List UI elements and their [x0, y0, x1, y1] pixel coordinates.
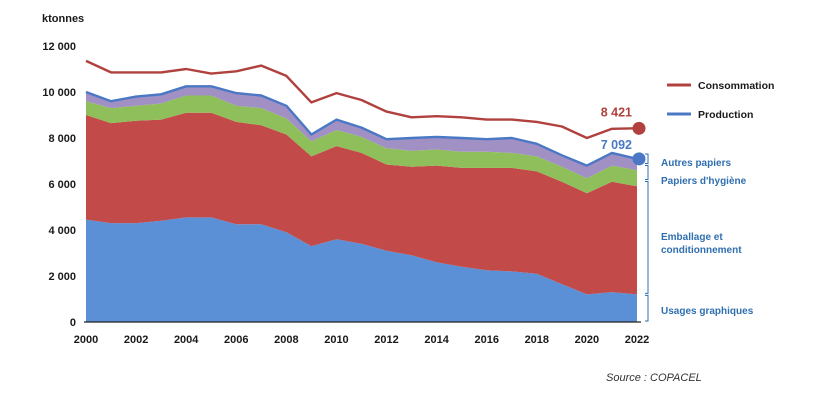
- band-bracket: [645, 153, 649, 164]
- x-tick-label: 2014: [424, 334, 449, 346]
- band-label: Papiers d'hygiène: [661, 176, 747, 187]
- x-tick-label: 2022: [625, 334, 649, 346]
- y-tick-labels: 0 2 000 4 000 6 000 8 000 10 000 12 000: [42, 41, 76, 329]
- y-unit-label: ktonnes: [42, 13, 84, 25]
- production-end-value: 7 092: [601, 138, 632, 152]
- area-papiers-d-hygi-ne: [86, 95, 637, 194]
- area-emballage-et-conditionnement: [86, 112, 637, 295]
- consommation-end-value: 8 421: [601, 105, 632, 119]
- x-tick-label: 2016: [474, 334, 498, 346]
- consommation-end-marker: [632, 121, 646, 135]
- legend: Consommation Production: [667, 80, 774, 121]
- x-tick-label: 2018: [525, 334, 549, 346]
- source-note: Source : COPACEL: [606, 372, 702, 384]
- y-tick-label: 10 000: [42, 87, 76, 99]
- x-tick-label: 2020: [575, 334, 599, 346]
- band-label: Autres papiers: [661, 158, 731, 169]
- band-labels: Autres papiers Papiers d'hygiène Emballage…: [645, 153, 754, 322]
- legend-label-consommation: Consommation: [698, 80, 774, 92]
- area-usages-graphiques: [86, 217, 637, 322]
- y-tick-label: 2 000: [48, 271, 76, 283]
- y-tick-label: 8 000: [48, 133, 76, 145]
- band-bracket: [645, 181, 649, 294]
- x-tick-label: 2002: [124, 334, 148, 346]
- y-tick-label: 6 000: [48, 179, 76, 191]
- band-label: conditionnement: [661, 245, 742, 256]
- legend-label-production: Production: [698, 109, 753, 121]
- y-tick-label: 0: [70, 317, 76, 329]
- x-tick-label: 2006: [224, 334, 248, 346]
- line-production: [85, 85, 638, 167]
- production-end-marker: [632, 152, 646, 166]
- y-tick-label: 4 000: [48, 225, 76, 237]
- x-tick-label: 2004: [174, 334, 199, 346]
- band-label: Usages graphiques: [661, 306, 754, 317]
- area-autres-papiers: [86, 86, 637, 179]
- x-tick-label: 2000: [74, 334, 98, 346]
- x-tick-label: 2012: [374, 334, 398, 346]
- x-tick-labels: 2000 2002 2004 2006 2008 2010 2012 2014 2016 2018…: [74, 334, 649, 346]
- band-bracket: [645, 294, 649, 322]
- x-tick-label: 2010: [324, 334, 348, 346]
- band-bracket: [645, 164, 649, 181]
- line-consommation: [85, 59, 638, 140]
- series-lines: [85, 59, 638, 167]
- x-tick-label: 2008: [274, 334, 298, 346]
- y-tick-label: 12 000: [42, 41, 76, 53]
- band-label: Emballage et: [661, 232, 723, 243]
- stacked-areas: [86, 86, 637, 322]
- end-markers: 8 421 7 092: [601, 105, 646, 166]
